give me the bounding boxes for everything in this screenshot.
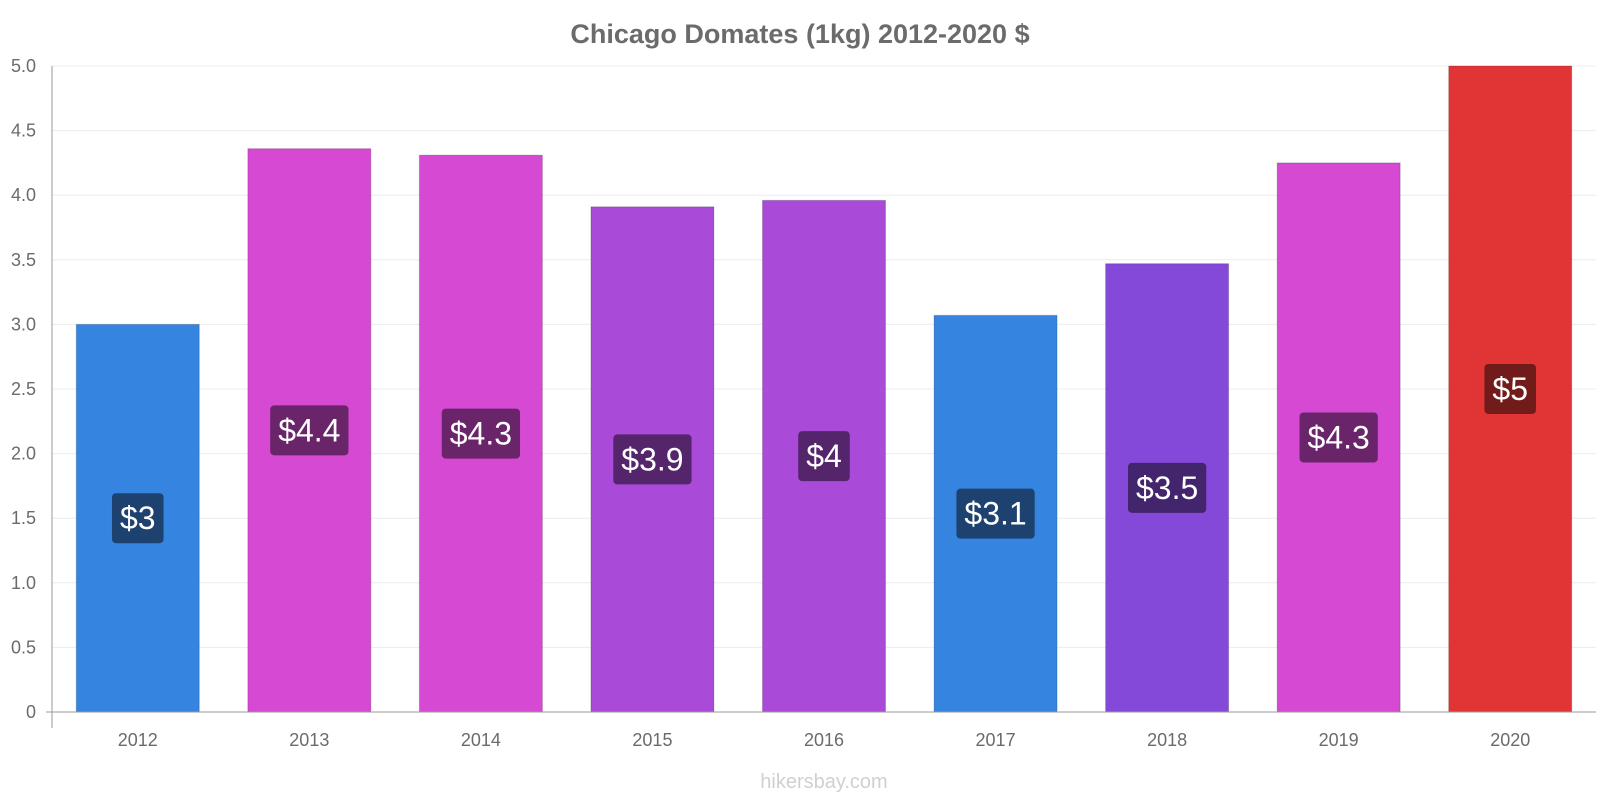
data-labels: $3 $4.4 $4.3 $3.9 $4 $3.1 $3.5 $4.3 $5 <box>111 364 1537 544</box>
x-tick-label: 2019 <box>1319 730 1359 750</box>
data-label-badge <box>613 434 692 485</box>
data-label: $5 <box>1492 371 1528 407</box>
data-label: $3.9 <box>621 441 683 477</box>
y-tick-label: 5.0 <box>11 56 36 76</box>
data-label: $4.4 <box>278 412 340 448</box>
y-tick-label: 4.5 <box>11 121 36 141</box>
watermark: hikersbay.com <box>760 771 887 793</box>
data-label: $3.1 <box>964 496 1026 532</box>
y-tick-label: 1.0 <box>11 573 36 593</box>
x-axis-ticks: 2012 2013 2014 2015 2016 2017 2018 2019 2020 <box>118 730 1530 750</box>
y-tick-label: 2.0 <box>11 444 36 464</box>
data-label-badge <box>1299 412 1378 463</box>
chart-title: Chicago Domates (1kg) 2012-2020 $ <box>570 19 1029 49</box>
data-label: $4.3 <box>1308 419 1370 455</box>
x-tick-label: 2017 <box>976 730 1016 750</box>
y-tick-label: 1.5 <box>11 508 36 528</box>
bars <box>75 65 1573 713</box>
data-label-badge <box>441 408 521 459</box>
x-tick-label: 2020 <box>1490 730 1530 750</box>
data-label: $3.5 <box>1136 470 1198 506</box>
data-label-badge <box>270 405 349 456</box>
data-label: $4 <box>806 438 842 474</box>
x-tick-label: 2016 <box>804 730 844 750</box>
data-label-badge <box>956 488 1035 539</box>
data-label: $4.3 <box>450 416 512 452</box>
y-axis-ticks: 0 0.5 1.0 1.5 2.0 2.5 3.0 3.5 4.0 4.5 5.0 <box>11 56 36 722</box>
x-tick-label: 2015 <box>632 730 672 750</box>
data-label-badge <box>111 493 164 544</box>
x-tick-label: 2018 <box>1147 730 1187 750</box>
x-tick-label: 2012 <box>118 730 158 750</box>
data-label-badge <box>798 431 850 482</box>
data-label-badge <box>1127 462 1207 513</box>
y-tick-label: 3.0 <box>11 314 36 334</box>
y-tick-label: 3.5 <box>11 250 36 270</box>
axes <box>46 66 1596 728</box>
x-tick-label: 2013 <box>289 730 329 750</box>
y-tick-label: 4.0 <box>11 185 36 205</box>
data-label: $3 <box>120 500 156 536</box>
y-tick-label: 2.5 <box>11 379 36 399</box>
y-tick-label: 0 <box>26 702 36 722</box>
x-tick-label: 2014 <box>461 730 501 750</box>
y-tick-label: 0.5 <box>11 637 36 657</box>
data-label-badge <box>1484 364 1537 414</box>
